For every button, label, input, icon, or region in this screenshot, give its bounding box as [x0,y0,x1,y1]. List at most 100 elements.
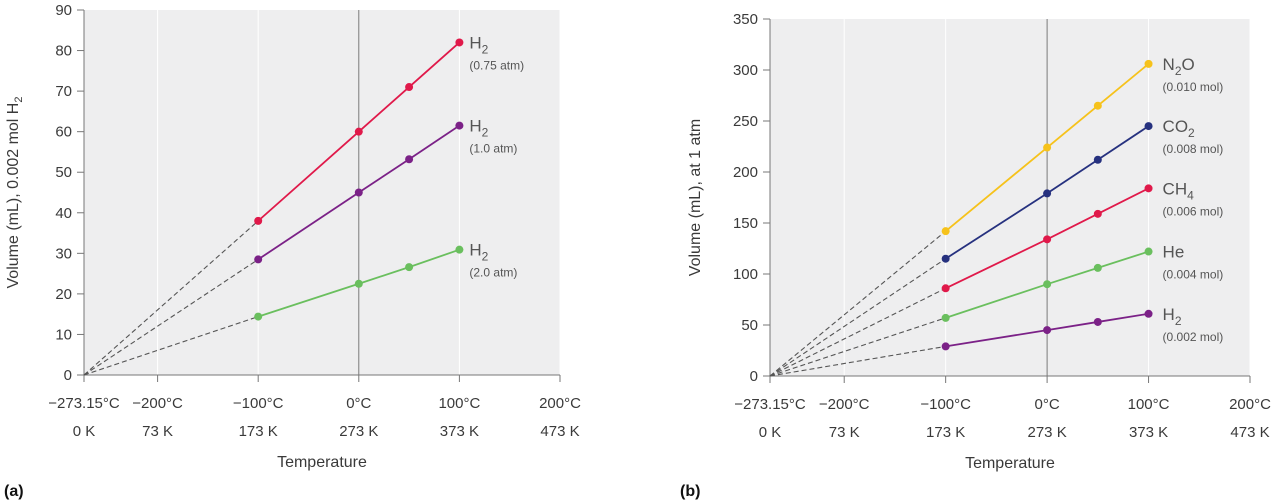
panel-a-x-tick-kelvin-label: 473 K [540,423,579,440]
panel-b-data-point-n2o [1144,59,1153,68]
panel-a-series-label-h2-20atm: H2 [469,241,488,264]
panel-b-x-tick-celsius-label: −100°C [920,396,971,413]
panel-a-x-tick-kelvin-label: 173 K [239,423,278,440]
panel-b-x-tick-kelvin-label: 73 K [829,424,860,441]
panel-b-data-point-co2 [1093,155,1102,164]
panel-b-series-line-n2o [945,63,1150,232]
panel-b-series-line-h2 [945,312,1149,348]
panel-a-data-point-h2-20atm [354,279,363,288]
panel-a-y-tick-label: 20 [55,286,72,303]
panel-b-data-point-ch4 [1144,184,1153,193]
panel-b-y-tick-label: 250 [733,113,758,130]
panel-b-data-point-n2o [1093,101,1102,110]
panel-a-series-label-h2-075atm: H2 [469,33,488,56]
panel-a-x-tick-kelvin-label: 373 K [440,423,479,440]
panel-b-series-label-ch4: CH4 [1163,179,1195,202]
panel-b-series-h2: H2 (0.002 mol) [769,305,1224,377]
panel-a-x-tick-celsius-label: −100°C [233,395,284,412]
panel-b-data-point-co2 [941,254,950,263]
panel-a-x-axis-title: Temperature [277,454,367,471]
panel-a-x-tick-celsius-label: −273.15°C [48,395,120,412]
panel-b-x-tick-kelvin-label: 0 K [759,424,782,441]
panel-a-series-line-h2-20atm [257,248,460,318]
panel-b-data-point-ch4 [1093,209,1102,218]
panel-a-plot-area [84,10,560,375]
panel-b-data-point-he [1144,247,1153,256]
panel-a-series-h2-10atm: H2 (1.0 atm) [83,117,517,376]
panel-b-plot-area [770,19,1250,376]
panel-a-chart: 0 10 20 30 40 50 60 70 80 90 −273.15°C 0 K −200°C 73 … [4,2,581,500]
panel-b-series-co2: CO2 (0.008 mol) [769,117,1224,377]
panel-a-data-point-h2-20atm [405,263,414,272]
panel-a-y-tick-label: 0 [64,367,72,384]
panel-b-series-note-h2: (0.002 mol) [1163,330,1224,344]
panel-b-extrapolation-line-he [769,317,946,377]
panel-a-data-point-h2-10atm [455,121,464,130]
panel-b-x-axis-title: Temperature [965,455,1055,472]
panel-b-chart: 0 50 100 150 200 250 300 350 −273.15°C 0 K −200°C 7… [680,11,1271,500]
panel-b-data-point-he [1093,263,1102,272]
panel-a-data-point-h2-075atm [354,127,363,136]
panel-b-series-label-n2o: N2O [1163,55,1195,78]
panel-b-series-note-co2: (0.008 mol) [1163,142,1224,156]
panel-a-y-tick-label: 70 [55,83,72,100]
panel-b-series-line-he [945,250,1149,319]
panel-b-label: (b) [680,483,700,500]
panel-a-x-tick-kelvin-label: 0 K [73,423,96,440]
panel-a-label: (a) [4,483,24,500]
panel-b-data-point-ch4 [941,284,950,293]
panel-b-y-tick-label: 150 [733,215,758,232]
panel-b-x-tick-celsius-label: 200°C [1229,396,1271,413]
panel-a-y-tick-label: 90 [55,2,72,19]
panel-a-data-point-h2-075atm [254,216,263,225]
panel-a-y-tick-label: 60 [55,124,72,141]
panel-b-data-point-n2o [941,227,950,236]
panel-b-x-tick-kelvin-label: 373 K [1129,424,1168,441]
panel-b-x-tick-celsius-label: −273.15°C [734,396,806,413]
panel-b-series-line-ch4 [945,187,1149,290]
panel-a-extrapolation-line-h2-075atm [83,220,259,376]
panel-b-y-tick-label: 0 [750,368,758,385]
panel-b-series-line-co2 [945,125,1150,260]
panel-b-y-tick-label: 300 [733,62,758,79]
panel-b-data-point-he [1043,280,1052,289]
panel-b-x-tick-celsius-label: −200°C [819,396,870,413]
panel-a-extrapolation-line-h2-10atm [83,258,259,376]
panel-a-x-tick-celsius-label: 100°C [438,395,480,412]
panel-b-y-axis-title: Volume (mL), at 1 atm [687,119,704,276]
panel-b-x-tick-kelvin-label: 473 K [1230,424,1269,441]
panel-b-data-point-n2o [1043,143,1052,152]
panel-a-y-tick-label: 40 [55,205,72,222]
panel-a-y-tick-label: 80 [55,43,72,60]
panel-b-data-point-co2 [1043,189,1052,198]
panel-a-series-h2-075atm: H2 (0.75 atm) [83,33,524,376]
panel-b-data-point-ch4 [1043,235,1052,244]
panel-a-data-point-h2-20atm [254,312,263,321]
panel-a-series-note-h2-075atm: (0.75 atm) [469,58,524,72]
panel-b-series-label-he: He [1163,243,1185,262]
panel-a-x-tick-celsius-label: 200°C [539,395,581,412]
panel-b-data-point-he [941,313,950,322]
panel-b-x-tick-kelvin-label: 173 K [926,424,965,441]
panel-b-y-tick-label: 350 [733,11,758,28]
panel-a-y-tick-label: 10 [55,326,72,343]
panel-b-x-tick-kelvin-label: 273 K [1028,424,1067,441]
panel-a-x-tick-celsius-label: −200°C [132,395,183,412]
panel-a-series-line-h2-075atm [257,41,460,222]
panel-b-series-ch4: CH4 (0.006 mol) [769,179,1223,377]
panel-a-series-h2-20atm: H2 (2.0 atm) [83,241,517,376]
panel-b-series-label-h2: H2 [1163,305,1182,328]
panel-b-series-he: He (0.004 mol) [769,243,1223,377]
panel-b-y-tick-label: 200 [733,164,758,181]
panel-a-series-label-h2-10atm: H2 [469,117,488,140]
panel-b-x-tick-celsius-label: 100°C [1128,396,1170,413]
panel-a-y-tick-label: 30 [55,245,72,262]
panel-a-data-point-h2-20atm [455,245,464,254]
panel-a-x-tick-kelvin-label: 273 K [339,423,378,440]
panel-b-extrapolation-line-h2 [769,345,946,377]
panel-a-data-point-h2-075atm [405,83,414,92]
panel-b-extrapolation-line-n2o [769,230,947,377]
panel-b-extrapolation-line-co2 [769,258,946,377]
panel-a-x-tick-celsius-label: 0°C [346,395,371,412]
